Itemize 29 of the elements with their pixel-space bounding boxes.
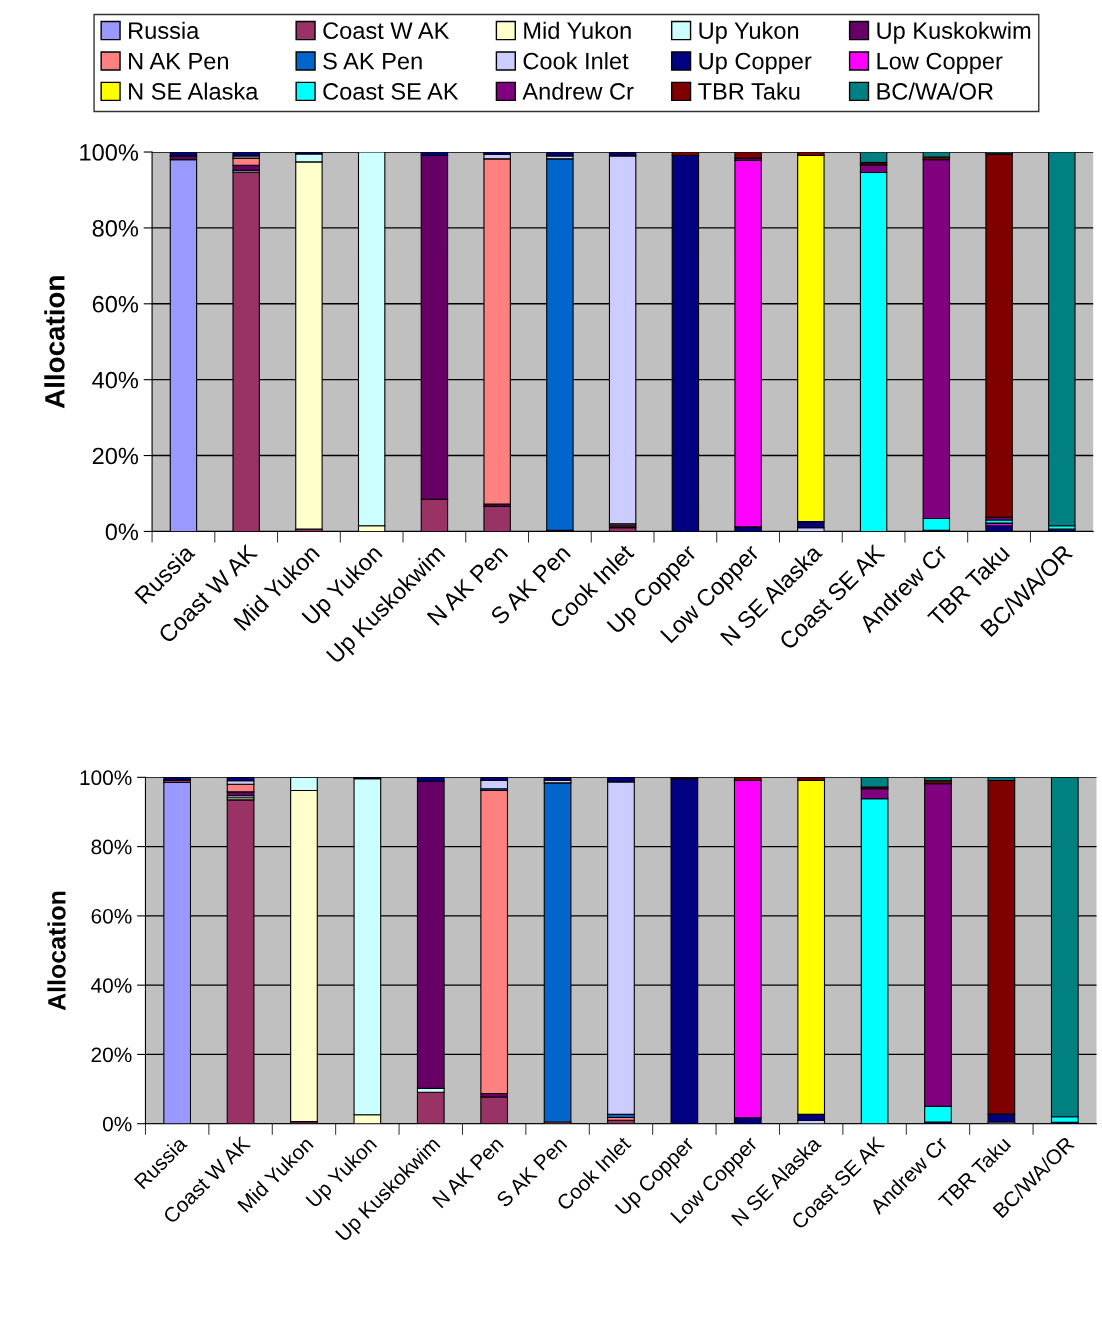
legend-label: Up Kuskokwim — [877, 21, 1031, 44]
y-axis-title: Allocation — [47, 891, 66, 1011]
legend-label: N AK Pen — [129, 52, 228, 70]
y-tick-label: 0% — [105, 523, 139, 541]
y-tick-label: 100% — [80, 770, 132, 786]
legend-label: Coast W AK — [323, 22, 450, 39]
y-axis-title: Allocation — [44, 276, 65, 409]
y-tick-label: 40% — [91, 978, 132, 993]
y-tick-label: 80% — [91, 839, 132, 855]
legend-label: N SE Alaska — [129, 82, 259, 100]
legend-label: Coast SE AK — [323, 83, 459, 100]
y-tick-label: 20% — [92, 447, 139, 465]
y-tick-label: 0% — [102, 1116, 132, 1132]
legend-label: Andrew Cr — [522, 82, 634, 100]
legend-label: Up Copper — [699, 52, 812, 75]
legend-label: Mid Yukon — [524, 21, 631, 39]
y-tick-label: 60% — [91, 908, 132, 924]
legend-label: Up Yukon — [699, 21, 799, 44]
y-tick-label: 100% — [80, 144, 139, 161]
legend-label: TBR Taku — [698, 82, 800, 100]
legend-label: Cook Inlet — [523, 52, 629, 70]
legend-label: Russia — [129, 21, 200, 39]
legend-label: S AK Pen — [323, 52, 422, 70]
y-tick-label: 40% — [92, 371, 139, 389]
y-tick-label: 20% — [91, 1047, 132, 1063]
y-tick-label: 60% — [92, 295, 139, 313]
legend-label: BC/WA/OR — [877, 82, 993, 100]
y-tick-label: 80% — [92, 219, 139, 237]
legend-label: Low Copper — [877, 52, 1003, 75]
